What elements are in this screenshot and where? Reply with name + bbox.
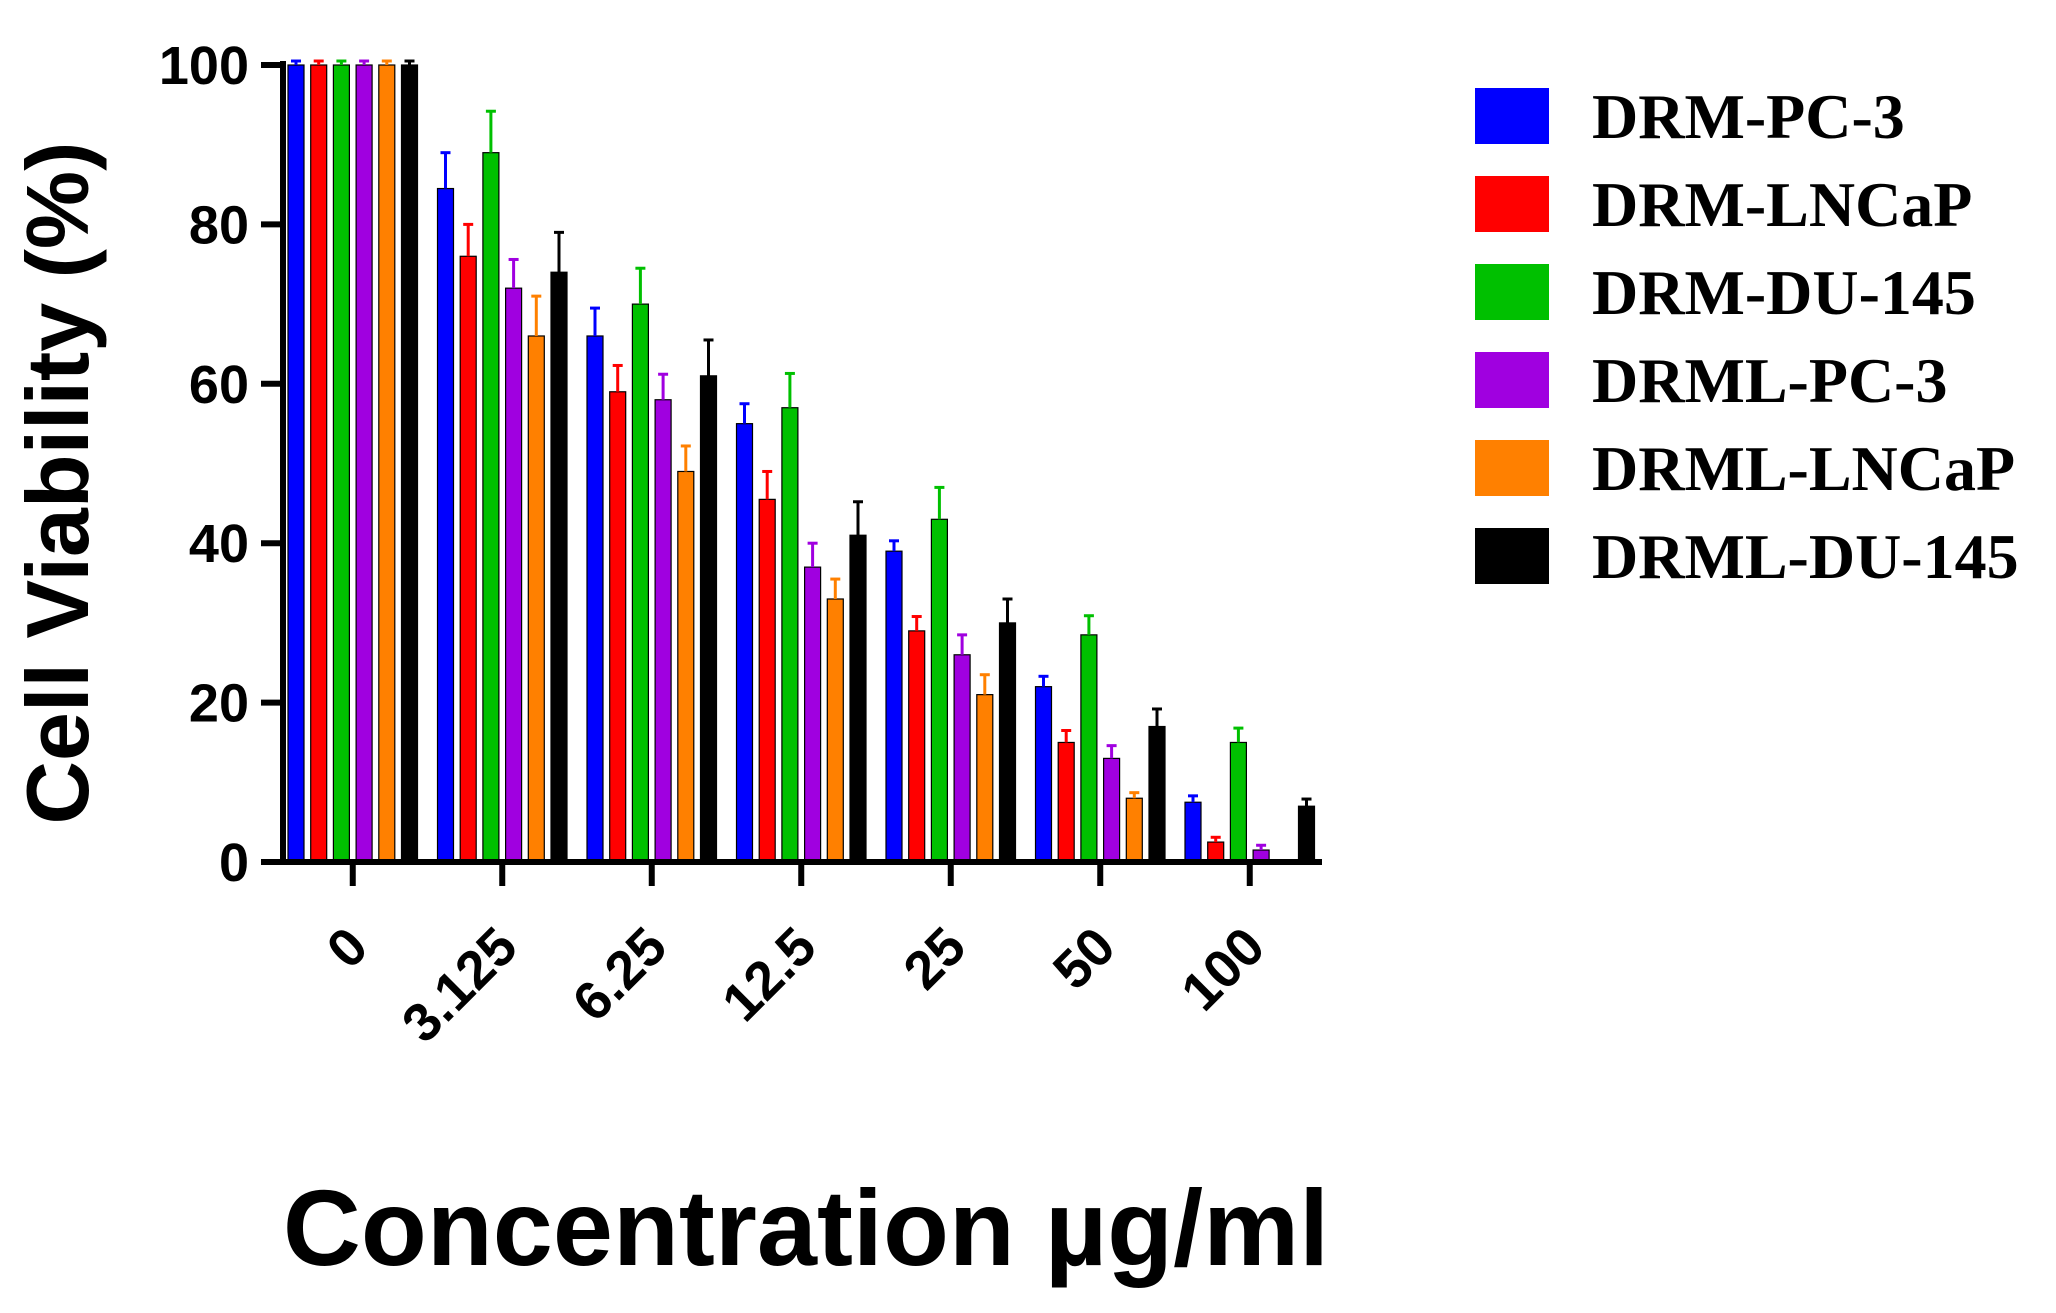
bar-drm-pc-3-50 [1034,686,1053,863]
bar-drm-pc-3-100 [1184,801,1202,863]
legend-label-drm-du-145: DRM-DU-145 [1592,257,1976,328]
bar-drm-lncap-50 [1057,741,1075,863]
legend-swatch-drml-lncap [1475,440,1549,496]
bar-drm-lncap-3.125 [459,255,477,863]
bar-drm-du-145-50 [1080,634,1098,863]
bar-drml-pc-3-0 [355,64,373,863]
x-tick-label-0: 0 [316,916,380,980]
legend-label-drm-lncap: DRM-LNCaP [1592,169,1972,240]
bar-drml-lncap-3.125 [527,335,545,863]
y-tick-label-20: 20 [189,674,249,734]
bar-drm-pc-3-6.25 [586,335,604,863]
x-tick-label-100: 100 [1170,916,1276,1022]
y-axis-title: Cell Viability (%) [8,142,107,825]
x-tick-label-3.125: 3.125 [391,916,529,1054]
legend: DRM-PC-3 DRM-LNCaP DRM-DU-145 DRML-PC-3 DRML… [1475,81,2019,592]
y-tick-label-0: 0 [219,833,249,893]
bar-drml-pc-3-25 [953,654,971,863]
legend-swatch-drml-du-145 [1475,528,1549,584]
legend-swatch-drm-pc-3 [1475,88,1549,144]
bar-drm-lncap-0 [310,64,328,863]
bar-drm-du-145-25 [930,518,949,863]
bar-drml-du-145-25 [998,622,1017,863]
bar-drm-lncap-25 [908,630,926,863]
bar-drm-pc-3-25 [885,550,903,863]
y-tick-label-80: 80 [189,195,249,255]
legend-swatch-drml-pc-3 [1475,352,1549,408]
x-tick-label-12.5: 12.5 [711,916,828,1033]
bar-drml-lncap-6.25 [677,470,695,863]
bar-drm-du-145-6.25 [631,303,650,863]
bar-drml-du-145-12.5 [849,534,867,863]
bar-drml-lncap-25 [976,694,994,863]
bar-drml-lncap-12.5 [826,598,844,863]
y-tick-label-40: 40 [189,514,249,574]
bar-drm-pc-3-3.125 [436,187,455,863]
legend-swatch-drm-lncap [1475,176,1549,232]
x-tick-label-50: 50 [1042,916,1127,1001]
x-tick-label-25: 25 [892,916,977,1001]
bar-drm-lncap-6.25 [609,391,627,863]
bar-drm-du-145-3.125 [482,152,500,863]
legend-label-drml-lncap: DRML-LNCaP [1592,433,2015,504]
bar-drml-pc-3-3.125 [505,287,523,863]
bar-drm-du-145-0 [332,64,350,863]
bar-drml-du-145-100 [1297,805,1316,863]
bar-drml-du-145-6.25 [699,375,718,863]
bar-drml-lncap-0 [378,64,396,863]
bar-drm-du-145-100 [1229,741,1248,863]
bar-drm-du-145-12.5 [781,407,799,863]
bar-drm-pc-3-0 [287,64,305,863]
bar-drml-pc-3-12.5 [803,566,822,863]
bar-drml-pc-3-50 [1102,757,1121,863]
y-tick-label-60: 60 [189,355,249,415]
y-tick-label-100: 100 [159,36,249,96]
bar-drm-lncap-12.5 [758,498,776,863]
bar-drml-du-145-3.125 [550,271,568,863]
x-axis-title: Concentration µg/ml [283,1167,1329,1288]
error-bars-layer [291,59,1312,851]
bar-drml-lncap-50 [1125,797,1143,863]
legend-swatch-drm-du-145 [1475,264,1549,320]
legend-label-drml-pc-3: DRML-PC-3 [1592,345,1947,416]
bar-drm-pc-3-12.5 [735,423,754,863]
legend-label-drm-pc-3: DRM-PC-3 [1592,81,1905,152]
legend-label-drml-du-145: DRML-DU-145 [1592,521,2019,592]
bars-layer [287,64,1316,863]
bar-drml-pc-3-6.25 [654,399,672,863]
x-tick-label-6.25: 6.25 [561,916,678,1033]
bar-drml-du-145-50 [1148,725,1166,863]
bar-drml-du-145-0 [400,64,419,863]
